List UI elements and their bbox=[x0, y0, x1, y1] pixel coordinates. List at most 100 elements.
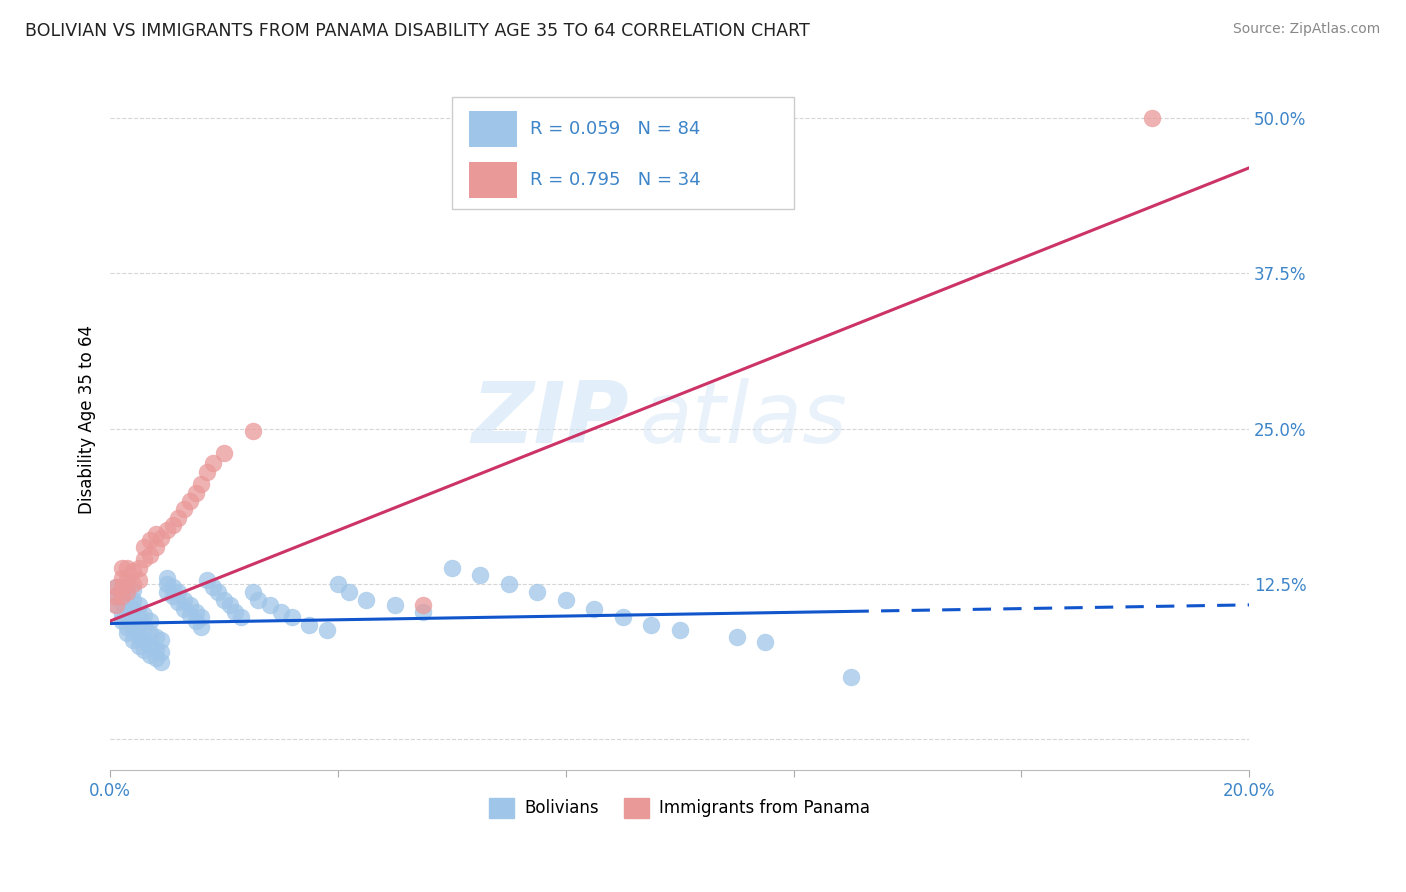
Point bbox=[122, 593, 145, 607]
Point bbox=[145, 527, 167, 541]
Legend: Bolivians, Immigrants from Panama: Bolivians, Immigrants from Panama bbox=[482, 791, 876, 825]
Point bbox=[110, 585, 132, 599]
Point bbox=[104, 581, 127, 595]
Point bbox=[668, 623, 690, 637]
Point bbox=[110, 581, 132, 595]
Point bbox=[117, 610, 139, 624]
Point bbox=[440, 560, 463, 574]
Point bbox=[122, 601, 145, 615]
Point bbox=[117, 589, 139, 603]
Point bbox=[190, 620, 212, 634]
Point bbox=[134, 552, 156, 566]
Point bbox=[167, 585, 190, 599]
Point bbox=[122, 565, 145, 579]
Point bbox=[384, 598, 406, 612]
Point bbox=[162, 518, 184, 533]
Point bbox=[122, 576, 145, 591]
Point bbox=[139, 533, 162, 548]
Point bbox=[242, 424, 264, 438]
Point bbox=[173, 601, 195, 615]
Point bbox=[128, 560, 150, 574]
Point bbox=[145, 642, 167, 657]
Point bbox=[470, 568, 492, 582]
Point bbox=[173, 502, 195, 516]
Point bbox=[139, 639, 162, 653]
Point bbox=[412, 598, 434, 612]
Point bbox=[139, 548, 162, 562]
Point bbox=[117, 576, 139, 591]
Point bbox=[117, 573, 139, 587]
Point bbox=[162, 589, 184, 603]
Point bbox=[150, 531, 173, 545]
Point bbox=[110, 614, 132, 628]
Point bbox=[145, 630, 167, 644]
Point bbox=[110, 570, 132, 584]
Point bbox=[162, 581, 184, 595]
Point bbox=[104, 598, 127, 612]
Point bbox=[134, 620, 156, 634]
Point bbox=[156, 570, 179, 584]
Point bbox=[122, 582, 145, 597]
Point bbox=[134, 632, 156, 647]
Point bbox=[195, 465, 218, 479]
Point bbox=[110, 560, 132, 574]
Point bbox=[139, 626, 162, 640]
Point bbox=[150, 655, 173, 669]
Point bbox=[167, 595, 190, 609]
Point bbox=[839, 670, 862, 684]
Point bbox=[526, 585, 548, 599]
Point bbox=[104, 589, 127, 603]
Point bbox=[179, 598, 201, 612]
Point bbox=[179, 607, 201, 622]
Point bbox=[583, 601, 606, 615]
Y-axis label: Disability Age 35 to 64: Disability Age 35 to 64 bbox=[79, 325, 96, 514]
Point bbox=[201, 456, 224, 470]
Point bbox=[725, 630, 748, 644]
Point bbox=[412, 605, 434, 619]
Point bbox=[498, 576, 520, 591]
Point bbox=[117, 585, 139, 599]
Point bbox=[337, 585, 360, 599]
Point bbox=[117, 626, 139, 640]
Point bbox=[104, 581, 127, 595]
Point bbox=[117, 620, 139, 634]
Point bbox=[270, 605, 292, 619]
Point bbox=[754, 635, 776, 649]
Point bbox=[156, 576, 179, 591]
Point bbox=[201, 581, 224, 595]
Point bbox=[247, 593, 270, 607]
Point bbox=[184, 614, 207, 628]
Text: atlas: atlas bbox=[640, 377, 848, 461]
Point bbox=[145, 540, 167, 554]
Point bbox=[212, 593, 235, 607]
Point bbox=[139, 648, 162, 662]
Point bbox=[139, 614, 162, 628]
Point bbox=[218, 598, 240, 612]
Point bbox=[259, 598, 281, 612]
Point bbox=[128, 607, 150, 622]
Point bbox=[640, 617, 662, 632]
Point bbox=[212, 446, 235, 460]
Point bbox=[207, 585, 229, 599]
Point bbox=[104, 598, 127, 612]
Point bbox=[231, 610, 253, 624]
Point bbox=[167, 511, 190, 525]
Point bbox=[224, 605, 246, 619]
Point bbox=[195, 573, 218, 587]
Point bbox=[315, 623, 337, 637]
Point bbox=[128, 573, 150, 587]
Point bbox=[110, 607, 132, 622]
Point bbox=[190, 477, 212, 491]
Text: ZIP: ZIP bbox=[471, 377, 628, 461]
Point bbox=[242, 585, 264, 599]
Point bbox=[134, 642, 156, 657]
Point bbox=[110, 589, 132, 603]
Point bbox=[117, 560, 139, 574]
Point bbox=[134, 540, 156, 554]
Point bbox=[134, 607, 156, 622]
Point bbox=[156, 585, 179, 599]
Point bbox=[122, 614, 145, 628]
Text: Source: ZipAtlas.com: Source: ZipAtlas.com bbox=[1233, 22, 1381, 37]
Point bbox=[554, 593, 576, 607]
Point bbox=[117, 601, 139, 615]
